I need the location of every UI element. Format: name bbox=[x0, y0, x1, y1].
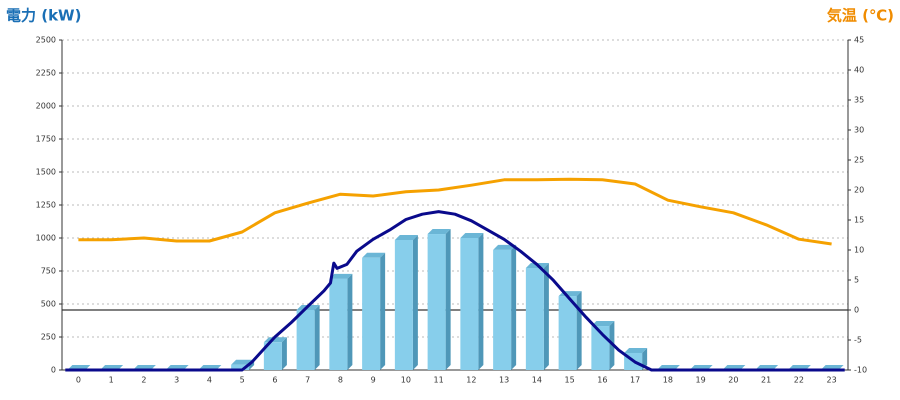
x-tick-label: 13 bbox=[499, 376, 509, 385]
x-tick-label: 22 bbox=[794, 376, 804, 385]
y2-tick-label: -10 bbox=[854, 366, 867, 375]
y-tick-label: 1250 bbox=[36, 201, 56, 210]
y2-tick-label: 30 bbox=[854, 126, 864, 135]
bar bbox=[263, 337, 287, 370]
bar bbox=[394, 234, 418, 370]
x-tick-label: 16 bbox=[597, 376, 607, 385]
x-tick-label: 21 bbox=[761, 376, 771, 385]
x-tick-label: 15 bbox=[565, 376, 575, 385]
x-tick-label: 5 bbox=[240, 376, 245, 385]
bar-top bbox=[493, 244, 517, 250]
y2-tick-label: 15 bbox=[854, 216, 864, 225]
x-tick-label: 3 bbox=[174, 376, 179, 385]
bar-side bbox=[543, 262, 549, 370]
bar-side bbox=[511, 244, 517, 370]
x-tick-label: 18 bbox=[663, 376, 673, 385]
y-tick-label: 1000 bbox=[36, 234, 56, 243]
y2-title: 気温 (℃) bbox=[827, 7, 894, 25]
bar bbox=[460, 233, 484, 370]
x-tick-label: 20 bbox=[728, 376, 738, 385]
bar-side bbox=[478, 233, 484, 370]
bar-top bbox=[591, 321, 615, 327]
bar bbox=[329, 273, 353, 370]
x-tick-label: 2 bbox=[141, 376, 146, 385]
bar-top bbox=[362, 252, 386, 258]
x-tick-label: 19 bbox=[696, 376, 706, 385]
bar-side bbox=[380, 252, 386, 370]
x-tick-label: 17 bbox=[630, 376, 640, 385]
bar-top bbox=[624, 347, 648, 353]
x-tick-label: 23 bbox=[827, 376, 837, 385]
bar-top bbox=[460, 233, 484, 238]
bar-front bbox=[394, 239, 413, 370]
bar-top bbox=[394, 234, 418, 240]
y2-tick-label: 35 bbox=[854, 96, 864, 105]
bar bbox=[362, 252, 386, 370]
bar bbox=[525, 262, 549, 370]
x-tick-label: 6 bbox=[272, 376, 277, 385]
y-tick-label: 1750 bbox=[36, 135, 56, 144]
y-tick-label: 2250 bbox=[36, 69, 56, 78]
bar bbox=[296, 304, 320, 370]
x-tick-label: 0 bbox=[76, 376, 81, 385]
bar-front bbox=[362, 257, 381, 370]
x-tick-label: 14 bbox=[532, 376, 542, 385]
y-tick-label: 500 bbox=[41, 300, 56, 309]
bar-front bbox=[525, 267, 544, 370]
y2-tick-label: -5 bbox=[854, 336, 862, 345]
bar-side bbox=[347, 273, 353, 370]
bar-front bbox=[493, 249, 512, 370]
y2-tick-label: 0 bbox=[854, 306, 859, 315]
x-tick-label: 4 bbox=[207, 376, 212, 385]
y-tick-label: 750 bbox=[41, 267, 56, 276]
x-tick-label: 7 bbox=[305, 376, 310, 385]
bar-side bbox=[314, 304, 320, 370]
bar-side bbox=[445, 229, 451, 370]
bar-front bbox=[329, 278, 348, 370]
y2-tick-label: 25 bbox=[854, 156, 864, 165]
line bbox=[78, 177, 832, 246]
y2-tick-label: 10 bbox=[854, 246, 864, 255]
y-tick-label: 1500 bbox=[36, 168, 56, 177]
bar-side bbox=[412, 234, 418, 370]
y2-tick-label: 45 bbox=[854, 36, 864, 45]
y2-tick-label: 20 bbox=[854, 186, 864, 195]
x-tick-label: 11 bbox=[434, 376, 444, 385]
x-tick-label: 9 bbox=[371, 376, 376, 385]
y-tick-label: 0 bbox=[51, 366, 56, 375]
y-title: 電力 (kW) bbox=[6, 7, 81, 25]
bar bbox=[493, 244, 517, 370]
bar-front bbox=[558, 296, 577, 370]
y2-tick-label: 5 bbox=[854, 276, 859, 285]
x-tick-label: 12 bbox=[466, 376, 476, 385]
x-tick-label: 8 bbox=[338, 376, 343, 385]
bar-top bbox=[329, 273, 353, 279]
bar-side bbox=[576, 291, 582, 370]
line bbox=[65, 210, 845, 372]
bar-top bbox=[427, 229, 451, 235]
x-tick-label: 10 bbox=[401, 376, 411, 385]
bar-front bbox=[263, 342, 282, 370]
bar bbox=[427, 229, 451, 370]
bar-front bbox=[231, 364, 250, 370]
y2-tick-label: 40 bbox=[854, 66, 864, 75]
y-tick-label: 2500 bbox=[36, 36, 56, 45]
bar-side bbox=[281, 337, 287, 370]
bar-front bbox=[460, 238, 479, 370]
y-tick-label: 2000 bbox=[36, 102, 56, 111]
bar-front bbox=[296, 309, 315, 370]
y-tick-label: 250 bbox=[41, 333, 56, 342]
bar bbox=[558, 291, 582, 370]
bar-front bbox=[427, 234, 446, 370]
x-tick-label: 1 bbox=[109, 376, 114, 385]
